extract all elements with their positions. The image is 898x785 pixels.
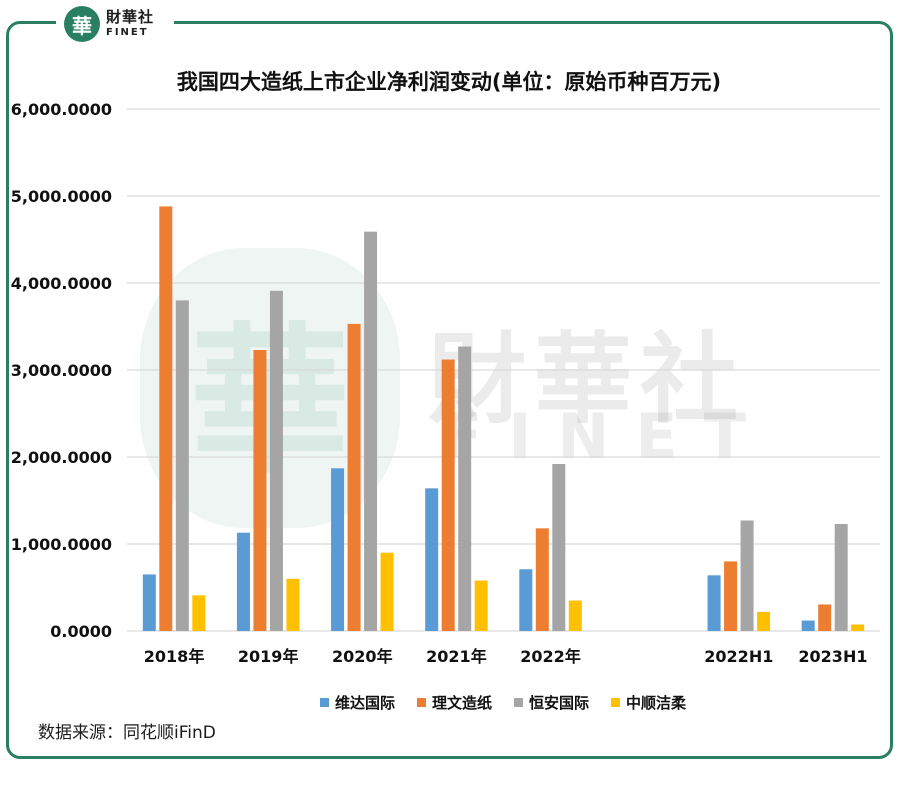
bar-4	[192, 595, 206, 631]
x-tick-label: 2021年	[426, 647, 487, 666]
bar-3	[269, 290, 283, 631]
legend-label: 维达国际	[335, 694, 396, 712]
legend-swatch	[611, 698, 621, 707]
chart-title: 我国四大造纸上市企业净利润变动(单位：原始币种百万元)	[176, 70, 722, 94]
x-tick-label: 2022H1	[704, 647, 773, 666]
chart-legend: 维达国际 理文造纸 恒安国际 中顺洁柔	[320, 692, 686, 713]
legend-label: 中顺洁柔	[626, 694, 687, 712]
bar-4	[380, 552, 394, 631]
y-tick-label: 3,000.0000	[11, 361, 112, 380]
x-tick-label: 2023H1	[798, 647, 867, 666]
legend-label: 恒安国际	[529, 694, 590, 712]
x-tick-label: 2022年	[520, 647, 581, 666]
y-tick-label: 1,000.0000	[11, 535, 112, 554]
brand-mark: 華	[64, 6, 100, 42]
bar-4	[757, 611, 771, 631]
bar-3	[740, 520, 754, 631]
bar-2	[535, 528, 549, 631]
bar-1	[236, 532, 250, 631]
legend-label: 理文造纸	[432, 694, 493, 712]
x-tick-label: 2020年	[332, 647, 393, 666]
legend-swatch	[514, 698, 524, 707]
x-tick-label: 2019年	[238, 647, 299, 666]
bar-2	[441, 359, 455, 631]
bar-3	[175, 300, 189, 631]
bar-1	[331, 468, 345, 631]
bar-2	[253, 349, 267, 631]
y-tick-label: 4,000.0000	[11, 274, 112, 293]
bar-4	[851, 624, 865, 631]
bar-1	[425, 488, 439, 631]
bar-1	[519, 569, 533, 631]
brand-name-en: FINET	[106, 27, 149, 38]
legend-item: 恒安国际	[514, 692, 589, 713]
y-tick-label: 0.0000	[50, 622, 112, 641]
bar-3	[552, 463, 566, 631]
bar-1	[707, 575, 721, 631]
bar-3	[364, 231, 378, 632]
bar-4	[568, 600, 582, 631]
bar-3	[834, 523, 848, 631]
legend-item: 中顺洁柔	[611, 692, 686, 713]
bar-3	[458, 346, 472, 631]
brand-logo: 華 財華社 FINET	[56, 4, 174, 44]
brand-name-cn: 財華社	[106, 8, 155, 26]
data-source: 数据来源：同花顺iFinD	[38, 723, 216, 743]
y-tick-label: 6,000.0000	[11, 100, 112, 119]
bar-1	[801, 620, 815, 631]
bar-2	[724, 561, 738, 631]
y-tick-label: 2,000.0000	[11, 448, 112, 467]
bar-4	[286, 578, 300, 631]
bar-1	[142, 574, 156, 631]
watermark-cn: 財華社	[428, 323, 747, 437]
legend-item: 维达国际	[320, 692, 395, 713]
watermark-en: FINET	[440, 400, 772, 473]
y-tick-label: 5,000.0000	[11, 187, 112, 206]
legend-item: 理文造纸	[417, 692, 492, 713]
bar-2	[347, 323, 361, 631]
bar-4	[474, 580, 488, 631]
x-tick-label: 2018年	[144, 647, 205, 666]
bar-2	[159, 206, 173, 631]
legend-swatch	[320, 698, 329, 707]
bar-2	[818, 604, 832, 631]
legend-swatch	[417, 698, 427, 707]
